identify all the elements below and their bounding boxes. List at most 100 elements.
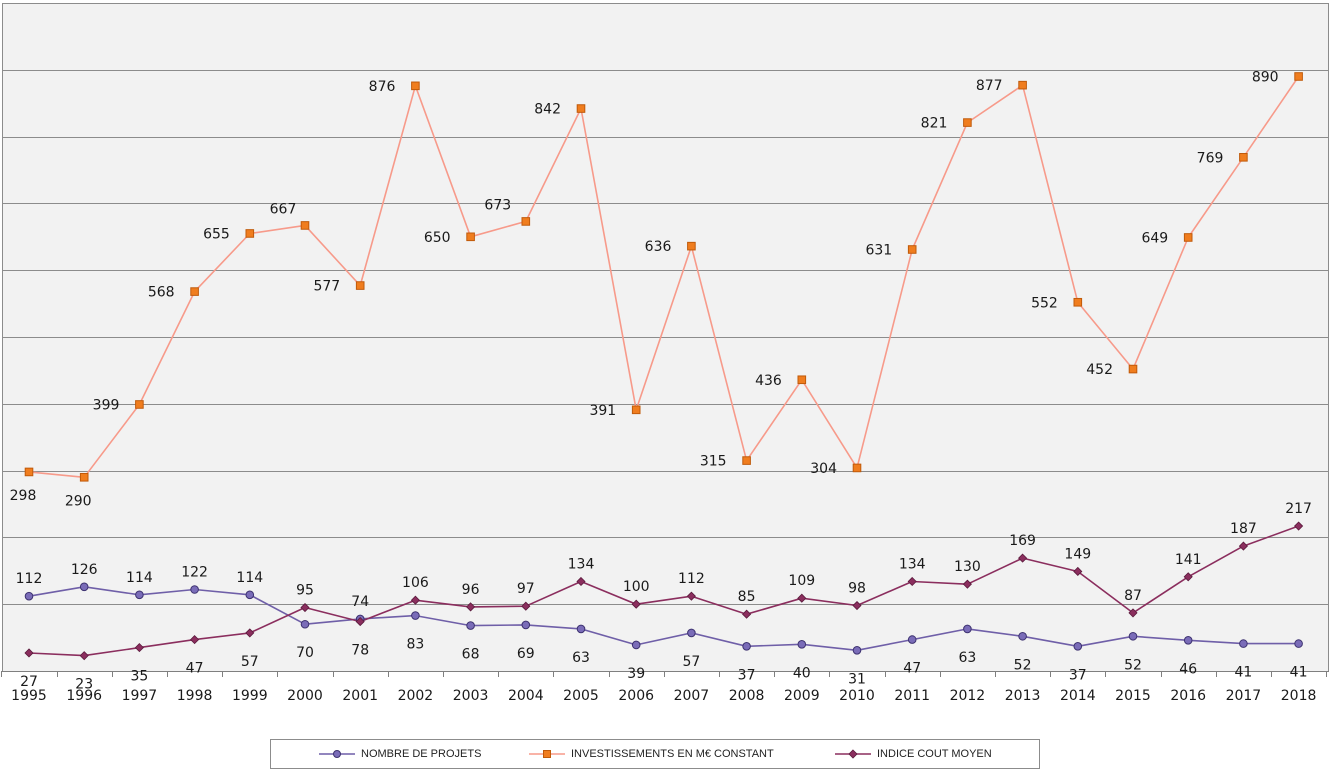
label-investissements-2008: 315 <box>700 454 727 470</box>
x-tick-label-2012: 2012 <box>950 688 986 704</box>
point-indice-2012 <box>962 579 972 589</box>
legend-item-projets: NOMBRE DE PROJETS <box>319 740 481 768</box>
point-investissements-2010 <box>852 463 862 473</box>
label-indice-2000: 95 <box>296 583 314 599</box>
label-indice-2001: 78 <box>351 643 369 659</box>
point-indice-2009 <box>797 593 807 603</box>
label-projets-2007: 57 <box>682 654 700 670</box>
label-indice-1999: 57 <box>241 654 259 670</box>
label-indice-1998: 47 <box>186 661 204 677</box>
point-investissements-2008 <box>742 456 751 465</box>
point-investissements-1995 <box>24 467 34 477</box>
x-tick-label-2017: 2017 <box>1226 688 1262 704</box>
label-investissements-2010: 304 <box>810 461 837 477</box>
label-investissements-2007: 636 <box>645 239 672 255</box>
label-investissements-2018: 890 <box>1252 69 1279 85</box>
series-line-projets <box>28 585 1299 652</box>
point-indice-1996 <box>79 651 89 661</box>
point-indice-2003 <box>466 602 476 612</box>
label-projets-1998: 122 <box>181 565 208 581</box>
label-indice-2013: 169 <box>1009 533 1036 549</box>
point-investissements-2002 <box>411 81 420 91</box>
x-tick-label-2001: 2001 <box>342 688 378 704</box>
label-projets-1997: 114 <box>126 570 153 586</box>
point-projets-2008 <box>742 641 751 651</box>
label-investissements-2003: 650 <box>424 230 451 246</box>
point-indice-2006 <box>631 599 641 609</box>
point-investissements-2003 <box>466 232 475 242</box>
series-line-indice <box>28 525 1299 657</box>
point-indice-2015 <box>1128 608 1138 618</box>
label-investissements-2015: 452 <box>1086 362 1113 378</box>
x-tick-label-1995: 1995 <box>11 688 47 704</box>
x-tick-label-2009: 2009 <box>784 688 820 704</box>
chart-legend: NOMBRE DE PROJETS INVESTISSEMENTS EN M€ … <box>270 739 1040 769</box>
point-projets-2018 <box>1294 639 1303 648</box>
point-indice-2016 <box>1183 572 1193 582</box>
legend-item-indice: INDICE COUT MOYEN <box>835 740 992 768</box>
label-projets-2016: 46 <box>1179 661 1197 677</box>
label-investissements-1997: 399 <box>93 397 120 413</box>
label-indice-2003: 96 <box>462 582 480 598</box>
point-projets-2011 <box>907 635 917 644</box>
x-tick-label-2018: 2018 <box>1281 688 1317 704</box>
point-investissements-2001 <box>355 281 365 290</box>
point-investissements-2015 <box>1128 364 1138 374</box>
point-projets-2004 <box>521 620 531 630</box>
label-investissements-2009: 436 <box>755 373 782 389</box>
point-investissements-2014 <box>1073 297 1083 307</box>
series-line-investissements <box>28 76 1300 479</box>
point-indice-2018 <box>1294 521 1304 531</box>
label-projets-2001: 74 <box>351 594 369 610</box>
label-indice-2007: 112 <box>678 571 705 587</box>
label-investissements-2016: 649 <box>1141 230 1168 246</box>
point-projets-2009 <box>797 639 807 649</box>
label-indice-2018: 217 <box>1285 501 1312 517</box>
label-indice-1996: 23 <box>75 677 93 693</box>
point-indice-1998 <box>190 635 200 645</box>
point-projets-2017 <box>1239 639 1248 648</box>
data-labels: 298 2903995686556675778766506738423916363… <box>10 69 1312 692</box>
label-projets-2000: 70 <box>296 645 314 661</box>
point-projets-2012 <box>963 624 972 634</box>
point-projets-2000 <box>300 619 310 629</box>
point-indice-2002 <box>410 595 420 605</box>
point-projets-1997 <box>135 590 144 600</box>
point-projets-1995 <box>24 591 34 601</box>
label-investissements-1998: 568 <box>148 285 175 301</box>
label-indice-2011: 134 <box>899 556 926 572</box>
label-projets-2013: 52 <box>1014 657 1032 673</box>
point-projets-2013 <box>1018 631 1027 641</box>
point-indice-2010 <box>852 600 862 611</box>
label-projets-2014: 37 <box>1069 667 1087 683</box>
legend-swatch-investissements <box>529 750 565 758</box>
point-projets-1996 <box>79 582 89 592</box>
label-projets-1999: 114 <box>236 570 263 586</box>
label-projets-2004: 69 <box>517 646 535 662</box>
point-investissements-2007 <box>687 241 696 251</box>
point-projets-2005 <box>576 624 586 634</box>
label-indice-1997: 35 <box>130 669 148 685</box>
point-indice-2014 <box>1073 566 1083 577</box>
point-investissements-2006 <box>631 405 641 415</box>
point-investissements-2011 <box>907 245 917 254</box>
point-projets-1998 <box>190 585 199 594</box>
x-tick-label-1998: 1998 <box>177 688 213 704</box>
label-projets-2017: 41 <box>1234 665 1252 681</box>
x-tick-label-1996: 1996 <box>66 688 102 704</box>
point-indice-1999 <box>245 628 255 638</box>
label-projets-2009: 40 <box>793 665 811 681</box>
point-investissements-1997 <box>135 400 144 409</box>
label-indice-2005: 134 <box>568 556 595 572</box>
label-indice-2016: 141 <box>1175 552 1202 568</box>
label-projets-2006: 39 <box>627 666 645 682</box>
legend-swatch-projets <box>319 750 355 758</box>
point-projets-1999 <box>245 590 255 600</box>
label-projets-2018: 41 <box>1290 665 1308 681</box>
point-investissements-2009 <box>797 375 807 385</box>
label-indice-2010: 98 <box>848 581 866 597</box>
label-projets-2012: 63 <box>958 650 976 666</box>
point-investissements-2016 <box>1183 233 1193 242</box>
label-investissements-2005: 842 <box>534 102 561 118</box>
legend-label-indice: INDICE COUT MOYEN <box>877 748 992 760</box>
